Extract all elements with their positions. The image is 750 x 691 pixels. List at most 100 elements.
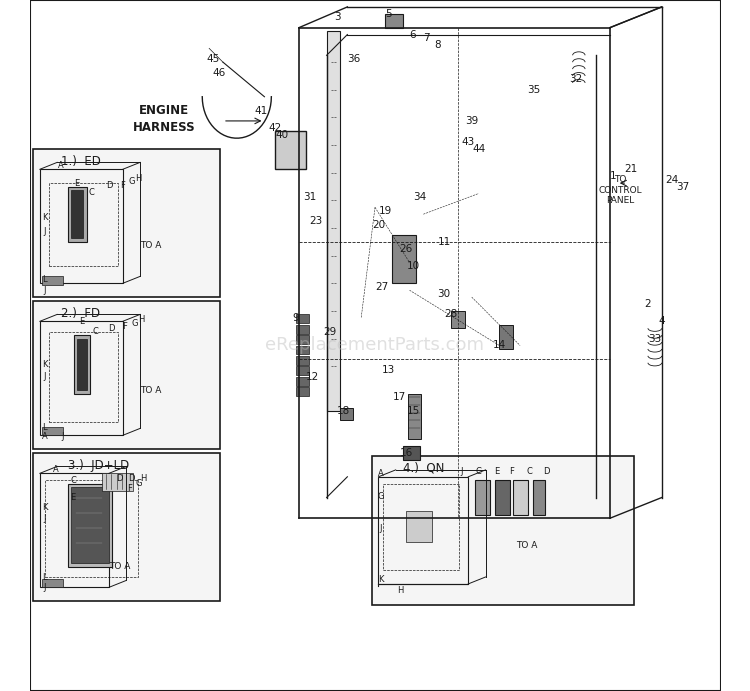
Text: F: F: [122, 322, 128, 332]
Bar: [494, 480, 510, 515]
Text: A: A: [378, 468, 383, 478]
Text: 30: 30: [437, 289, 451, 299]
Text: K: K: [42, 213, 47, 223]
Text: 1: 1: [610, 171, 616, 181]
Text: TO A: TO A: [109, 562, 130, 571]
Text: 14: 14: [493, 341, 506, 350]
Text: J: J: [44, 227, 46, 236]
Text: E: E: [74, 178, 79, 188]
Bar: [49, 183, 118, 266]
Text: 13: 13: [382, 365, 395, 375]
Text: 11: 11: [437, 237, 451, 247]
Bar: [500, 325, 513, 349]
Text: E: E: [79, 316, 84, 326]
Bar: [102, 473, 134, 491]
Text: D: D: [106, 180, 112, 190]
Bar: [33, 149, 220, 297]
Text: 42: 42: [268, 123, 281, 133]
Text: 19: 19: [379, 206, 392, 216]
Bar: [40, 321, 123, 435]
Text: 18: 18: [338, 406, 350, 416]
Text: K: K: [378, 574, 383, 584]
Text: HARNESS: HARNESS: [133, 122, 196, 134]
Bar: [403, 446, 420, 460]
Bar: [71, 487, 109, 563]
Text: A: A: [53, 465, 58, 475]
Text: 43: 43: [462, 137, 475, 146]
Bar: [392, 235, 416, 283]
Text: 26: 26: [400, 244, 412, 254]
Text: 10: 10: [406, 261, 419, 271]
Bar: [296, 325, 309, 334]
Text: 37: 37: [676, 182, 689, 191]
Text: C: C: [70, 476, 76, 486]
Text: D: D: [108, 323, 114, 333]
Text: 36: 36: [348, 54, 361, 64]
Text: K: K: [42, 503, 47, 513]
Text: J: J: [44, 583, 46, 592]
Bar: [296, 387, 309, 396]
Text: H: H: [398, 586, 404, 596]
Text: 40: 40: [275, 130, 288, 140]
Bar: [386, 14, 403, 28]
Text: 15: 15: [406, 406, 420, 416]
Bar: [68, 187, 87, 242]
Text: TO A: TO A: [140, 386, 161, 395]
Text: J: J: [44, 285, 46, 295]
Text: G: G: [377, 491, 384, 501]
Text: 6: 6: [410, 30, 416, 39]
Text: H: H: [138, 315, 145, 325]
Bar: [296, 377, 309, 386]
Bar: [33, 301, 220, 449]
Text: 16: 16: [400, 448, 412, 457]
Bar: [379, 477, 468, 584]
Bar: [406, 511, 432, 542]
Text: 23: 23: [310, 216, 323, 226]
Text: TO A: TO A: [516, 541, 538, 551]
Bar: [476, 480, 490, 515]
Text: L: L: [43, 573, 47, 583]
Text: C: C: [92, 327, 98, 337]
Text: G: G: [128, 177, 135, 187]
Bar: [296, 314, 309, 323]
Bar: [296, 335, 309, 344]
Bar: [40, 169, 123, 283]
Text: 2.)  FD: 2.) FD: [61, 307, 100, 319]
Bar: [296, 346, 309, 354]
Bar: [68, 484, 112, 567]
Text: TO A: TO A: [140, 240, 161, 250]
Text: A: A: [42, 432, 47, 442]
Text: A: A: [58, 161, 64, 171]
Text: J: J: [62, 432, 64, 442]
Text: E: E: [70, 493, 76, 502]
Text: 21: 21: [624, 164, 638, 174]
Text: F: F: [120, 180, 125, 190]
Text: J: J: [44, 513, 46, 523]
Text: eReplacementParts.com: eReplacementParts.com: [266, 337, 484, 354]
Text: L: L: [43, 275, 47, 285]
Bar: [340, 408, 353, 420]
Text: 8: 8: [434, 40, 440, 50]
Bar: [42, 276, 63, 285]
Text: H: H: [136, 173, 142, 183]
Text: F: F: [128, 484, 132, 493]
Text: 12: 12: [306, 372, 320, 381]
Text: L: L: [43, 422, 47, 432]
Bar: [383, 484, 459, 570]
Text: G: G: [136, 479, 142, 489]
Text: 44: 44: [472, 144, 485, 153]
Text: D: D: [116, 474, 122, 484]
Text: 3.)  JD+LD: 3.) JD+LD: [68, 459, 129, 471]
Bar: [74, 335, 89, 394]
Bar: [77, 339, 87, 390]
Text: 41: 41: [254, 106, 268, 115]
Bar: [371, 456, 634, 605]
Text: 33: 33: [648, 334, 662, 343]
Text: 45: 45: [206, 54, 219, 64]
Text: C: C: [476, 467, 482, 477]
Bar: [274, 131, 306, 169]
Bar: [49, 332, 118, 422]
Text: 27: 27: [375, 282, 388, 292]
Bar: [296, 366, 309, 375]
Text: TO
CONTROL
PANEL: TO CONTROL PANEL: [598, 175, 642, 205]
